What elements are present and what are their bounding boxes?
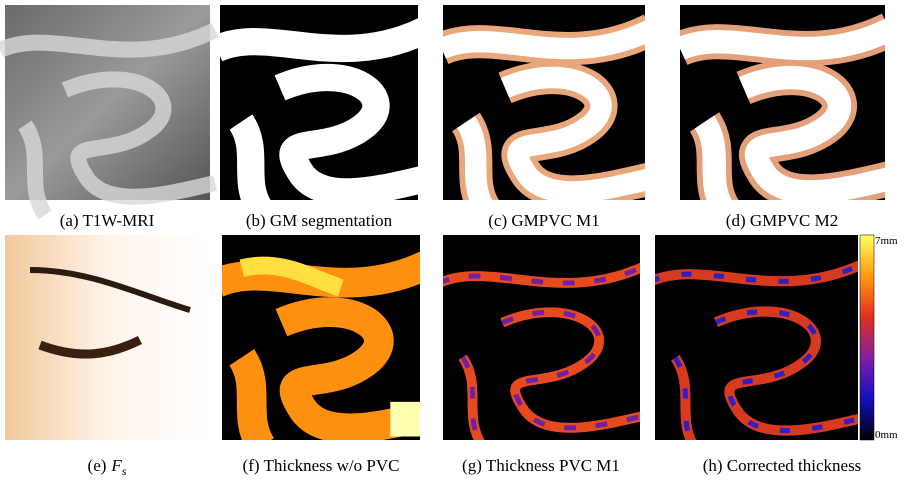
panel-caption: (e)Fs: [88, 456, 127, 476]
caption-text: (d) GMPVC M2: [726, 211, 838, 230]
panel-caption: (g) Thickness PVC M1: [462, 456, 620, 475]
caption-text: (g) Thickness PVC M1: [462, 456, 620, 475]
panel-caption: (h) Corrected thickness: [703, 456, 862, 475]
panel-image: [217, 235, 430, 446]
colorbar: [860, 235, 874, 440]
caption-subscript: s: [122, 464, 127, 476]
panel-image: [438, 235, 650, 446]
colorbar-min-label: 0mm: [875, 429, 898, 441]
panel-caption: (d) GMPVC M2: [726, 211, 838, 230]
panel-caption: (f) Thickness w/o PVC: [243, 456, 400, 475]
figure: 7mm 0mm (a) T1W-MRI (b) GM segmentation (c…: [0, 0, 915, 476]
colorbar-max-label: 7mm: [875, 235, 898, 247]
panel-caption: (b) GM segmentation: [246, 211, 393, 230]
caption-text: (f) Thickness w/o PVC: [243, 456, 400, 475]
caption-text: (h) Corrected thickness: [703, 456, 862, 475]
caption-text: (a) T1W-MRI: [60, 211, 155, 230]
caption-text: (c) GMPVC M1: [488, 211, 599, 230]
panel-caption: (a) T1W-MRI: [60, 211, 155, 230]
panel-image: [650, 235, 868, 449]
panel-image: [217, 5, 427, 210]
panel-caption: (c) GMPVC M1: [488, 211, 599, 230]
caption-text: (e): [88, 456, 107, 475]
panel-image: [5, 235, 210, 440]
panel-image: [680, 5, 890, 210]
caption-text: (b) GM segmentation: [246, 211, 393, 230]
panel-image: [0, 5, 215, 215]
panel-image: [442, 5, 652, 210]
caption-symbol: F: [110, 456, 122, 475]
